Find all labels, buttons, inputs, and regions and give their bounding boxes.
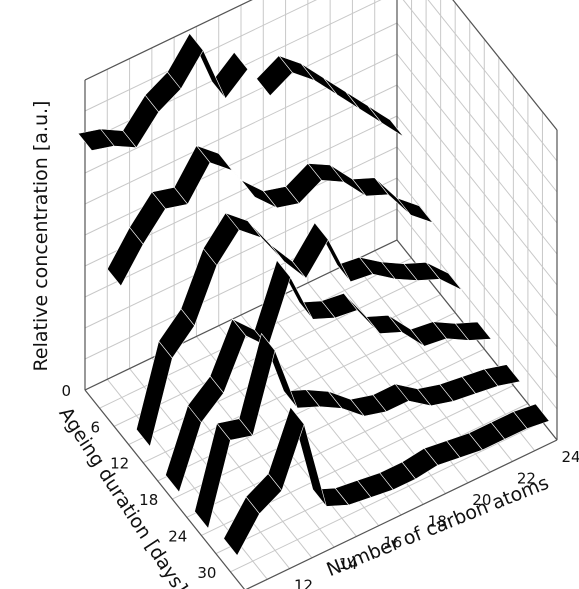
y-tick-label: 12 xyxy=(110,455,129,473)
side-wall-gridline xyxy=(452,0,558,131)
y-axis-title: Ageing duration [days] xyxy=(54,403,191,589)
side-wall-gridline xyxy=(396,84,558,286)
ribbon-segment xyxy=(374,177,411,216)
ribbon-segment xyxy=(107,227,144,287)
x-tick-label: 20 xyxy=(472,491,491,509)
ribbon-day-18 xyxy=(165,259,492,493)
ribbon-segment xyxy=(180,248,218,327)
ribbon-segment xyxy=(209,318,247,394)
x-tick-label: 12 xyxy=(294,577,313,589)
y-tick-label: 24 xyxy=(168,527,187,545)
side-wall-gridline xyxy=(402,0,558,193)
side-wall-gridline xyxy=(396,22,558,224)
ribbon-segment xyxy=(300,63,338,95)
ribbon-segment xyxy=(211,51,249,99)
ribbon-segment xyxy=(254,259,291,348)
x-tick-label: 18 xyxy=(428,512,447,530)
y-tick-label: 6 xyxy=(91,418,101,436)
z-axis-title: Relative concentration [a.u.] xyxy=(30,101,52,372)
ribbon-day-0 xyxy=(77,33,405,151)
side-wall-gridline xyxy=(396,53,558,255)
floor-gridline xyxy=(151,357,313,559)
ribbon-segment xyxy=(77,128,115,151)
ribbon-segment xyxy=(396,197,434,224)
side-wall-gridline xyxy=(427,0,558,162)
frame-edge xyxy=(245,439,558,589)
floor-gridline xyxy=(230,421,543,573)
ribbon-segment xyxy=(247,220,285,262)
ribbon-day-12 xyxy=(136,212,463,447)
x-tick-label: 24 xyxy=(561,448,579,466)
frame-edge xyxy=(84,389,245,589)
ribbon-segment xyxy=(194,422,231,529)
x-tick-label: 22 xyxy=(517,469,536,487)
side-wall-gridline xyxy=(396,146,558,348)
ribbon-segment xyxy=(267,406,305,492)
y-tick-labels: 0 6 12 18 24 30 xyxy=(61,382,216,582)
frame-edge xyxy=(84,0,253,81)
ribbon-segment xyxy=(136,340,173,447)
frame-edge xyxy=(452,0,558,131)
y-tick-label: 30 xyxy=(197,564,216,582)
ribbon-series xyxy=(77,33,550,556)
y-tick-label: 0 xyxy=(61,382,71,400)
ribbon-day-30 xyxy=(223,403,550,556)
side-wall-gridline xyxy=(396,208,558,410)
floor-gridline xyxy=(172,348,485,500)
ribbon-day-24 xyxy=(194,333,521,529)
ribbon-segment xyxy=(323,77,360,109)
floor-gridline xyxy=(173,346,335,548)
x-tick-label: 16 xyxy=(383,534,402,552)
side-wall-gridline xyxy=(396,115,558,317)
ribbon-segment xyxy=(165,405,202,493)
ribbon-day-6 xyxy=(107,145,434,287)
ribbon-segment xyxy=(238,333,276,437)
ribbon-segment xyxy=(367,105,405,138)
y-tick-label: 18 xyxy=(139,491,158,509)
x-tick-labels: 1012141618202224 xyxy=(294,448,579,589)
ribbon-segment xyxy=(223,496,260,556)
x-tick-label: 14 xyxy=(339,555,358,573)
